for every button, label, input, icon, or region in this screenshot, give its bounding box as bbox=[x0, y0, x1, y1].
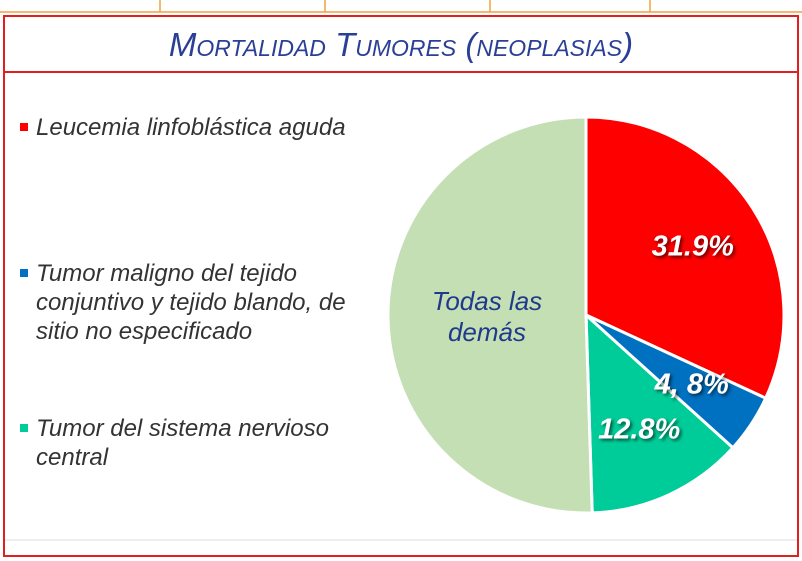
legend-entry: Leucemia linfoblástica aguda bbox=[20, 113, 376, 142]
value-label: 12.8% bbox=[598, 413, 681, 446]
legend-swatch bbox=[20, 123, 28, 131]
legend-entry: Tumor del sistema nervioso central bbox=[20, 414, 376, 472]
chart-title: Mortalidad Tumores (neoplasias) bbox=[168, 26, 634, 63]
pie-slice bbox=[386, 115, 594, 515]
slice-label: Todas las demás bbox=[431, 285, 543, 347]
frame bbox=[3, 15, 799, 557]
top-strip bbox=[0, 0, 802, 13]
legend-swatch bbox=[20, 424, 28, 432]
pie-slice bbox=[584, 115, 786, 401]
legend-entry: Tumor maligno del tejido conjuntivo y te… bbox=[20, 259, 376, 346]
value-label: 31.9% bbox=[651, 230, 734, 263]
pie bbox=[386, 115, 786, 515]
value-label: 4, 8% bbox=[654, 368, 729, 401]
pie-slice bbox=[584, 311, 735, 515]
legend-swatch bbox=[20, 269, 28, 277]
